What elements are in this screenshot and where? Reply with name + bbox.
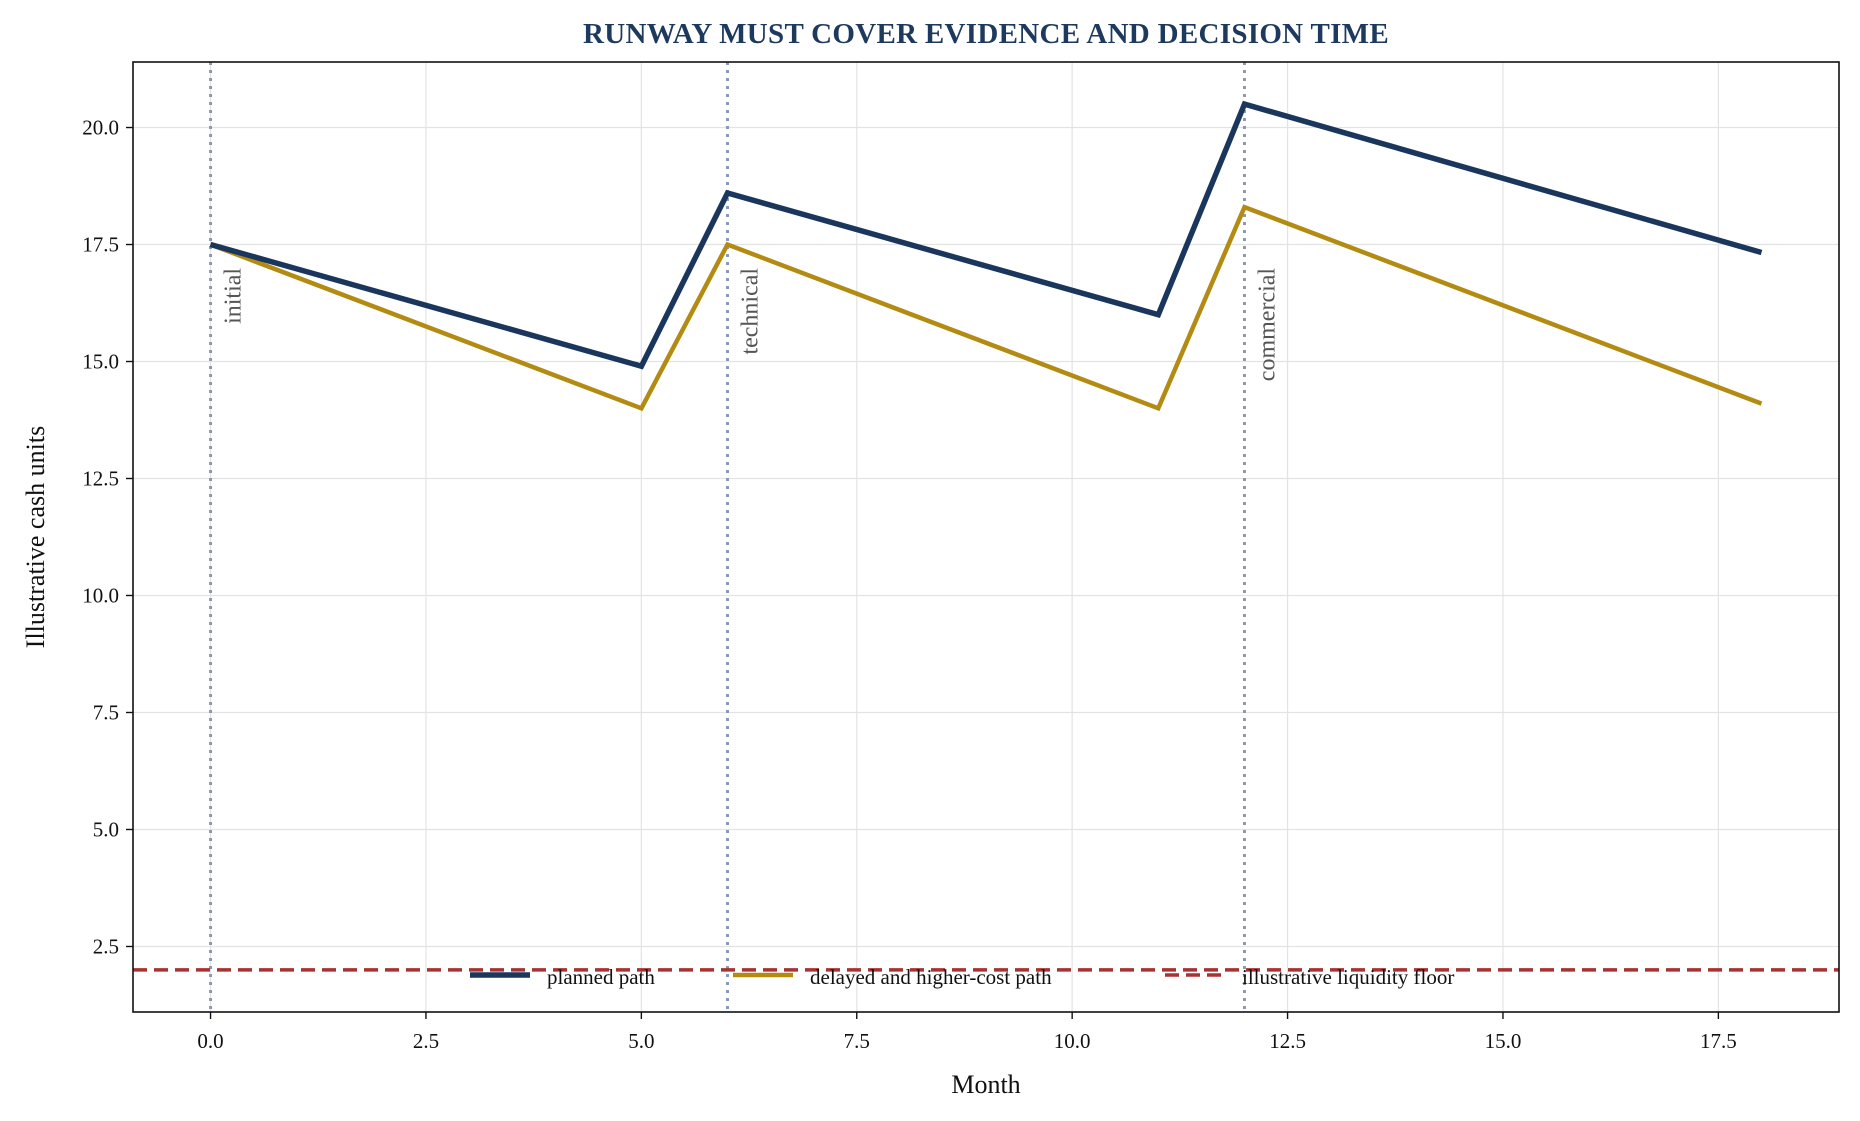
- series-group: [209, 100, 1763, 412]
- y-tick-label: 5.0: [93, 817, 119, 841]
- series-line-planned: [209, 100, 1763, 370]
- series-line-delayed: [209, 204, 1763, 412]
- marker-label-technical: technical: [738, 268, 764, 355]
- x-tick-label: 15.0: [1485, 1029, 1522, 1053]
- y-tick-label: 15.0: [82, 350, 119, 374]
- x-tick-label: 5.0: [628, 1029, 654, 1053]
- grid: [133, 62, 1839, 1012]
- plot-frame: [132, 61, 1840, 1013]
- y-axis-ticks: 2.5 5.0 7.5 10.0 12.5 15.0 17.5 20.0: [82, 116, 133, 958]
- x-tick-label: 17.5: [1700, 1029, 1737, 1053]
- y-tick-label: 12.5: [82, 467, 119, 491]
- x-tick-label: 12.5: [1269, 1029, 1306, 1053]
- marker-labels: initial technical commercial: [221, 268, 1281, 382]
- y-axis-label: Illustrative cash units: [21, 426, 50, 648]
- marker-label-commercial: commercial: [1254, 268, 1280, 382]
- x-tick-label: 7.5: [844, 1029, 870, 1053]
- y-tick-label: 10.0: [82, 583, 119, 607]
- legend-label: planned path: [547, 965, 655, 989]
- y-tick-label: 20.0: [82, 116, 119, 140]
- legend-label: illustrative liquidity floor: [1242, 965, 1454, 989]
- y-tick-label: 17.5: [82, 233, 119, 257]
- legend-label: delayed and higher-cost path: [810, 965, 1052, 989]
- x-tick-label: 0.0: [197, 1029, 223, 1053]
- legend-item-delayed: delayed and higher-cost path: [733, 965, 1052, 989]
- y-tick-label: 2.5: [93, 934, 119, 958]
- x-tick-label: 2.5: [413, 1029, 439, 1053]
- legend: planned path delayed and higher-cost path…: [470, 965, 1454, 989]
- x-tick-label: 10.0: [1054, 1029, 1091, 1053]
- vertical-markers: [209, 62, 1246, 1012]
- x-axis-ticks: 0.0 2.5 5.0 7.5 10.0 12.5 15.0 17.5: [197, 1012, 1737, 1053]
- marker-label-initial: initial: [221, 268, 247, 324]
- chart-title: RUNWAY MUST COVER EVIDENCE AND DECISION …: [583, 18, 1389, 50]
- legend-item-planned: planned path: [470, 965, 655, 989]
- y-tick-label: 7.5: [93, 700, 119, 724]
- x-axis-label: Month: [951, 1070, 1020, 1099]
- legend-item-liquidity-floor: illustrative liquidity floor: [1165, 965, 1454, 989]
